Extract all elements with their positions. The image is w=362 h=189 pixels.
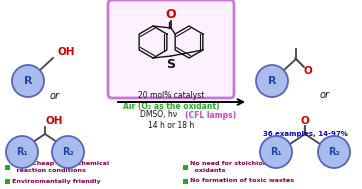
Text: OH: OH — [58, 47, 76, 57]
Text: No formation of toxic wastes: No formation of toxic wastes — [190, 178, 294, 184]
Circle shape — [256, 65, 288, 97]
Circle shape — [52, 136, 84, 168]
Text: R: R — [24, 76, 32, 86]
Text: R₁: R₁ — [16, 147, 28, 157]
Text: R₂: R₂ — [328, 147, 340, 157]
Bar — [183, 178, 188, 184]
Text: Environmentally friendly: Environmentally friendly — [12, 178, 101, 184]
Text: (CFL lamps): (CFL lamps) — [185, 111, 236, 119]
Text: DMSO, hν: DMSO, hν — [140, 111, 177, 119]
Text: O: O — [166, 9, 176, 22]
Text: No need for stoichiometric
  oxidants: No need for stoichiometric oxidants — [190, 161, 286, 173]
Text: R₁: R₁ — [270, 147, 282, 157]
Text: Mild, Cheap Photochemical
  reaction conditions: Mild, Cheap Photochemical reaction condi… — [12, 161, 109, 173]
Text: O: O — [304, 66, 312, 76]
Circle shape — [260, 136, 292, 168]
Text: R₂: R₂ — [62, 147, 74, 157]
Text: Air (O₂ as the oxidant): Air (O₂ as the oxidant) — [123, 101, 219, 111]
Text: R: R — [268, 76, 276, 86]
Text: S: S — [167, 59, 176, 71]
Text: OH: OH — [46, 116, 63, 126]
Circle shape — [12, 65, 44, 97]
Bar — [183, 164, 188, 170]
Text: 20 mol% catalyst: 20 mol% catalyst — [138, 91, 204, 101]
Text: 36 examples, 14-97%: 36 examples, 14-97% — [262, 131, 348, 137]
Bar — [5, 164, 10, 170]
Text: O: O — [300, 116, 310, 126]
Bar — [5, 178, 10, 184]
Text: or: or — [50, 91, 60, 101]
Text: 14 h or 18 h: 14 h or 18 h — [148, 121, 194, 129]
Text: or: or — [320, 90, 330, 100]
FancyBboxPatch shape — [108, 0, 234, 98]
Circle shape — [318, 136, 350, 168]
Circle shape — [6, 136, 38, 168]
